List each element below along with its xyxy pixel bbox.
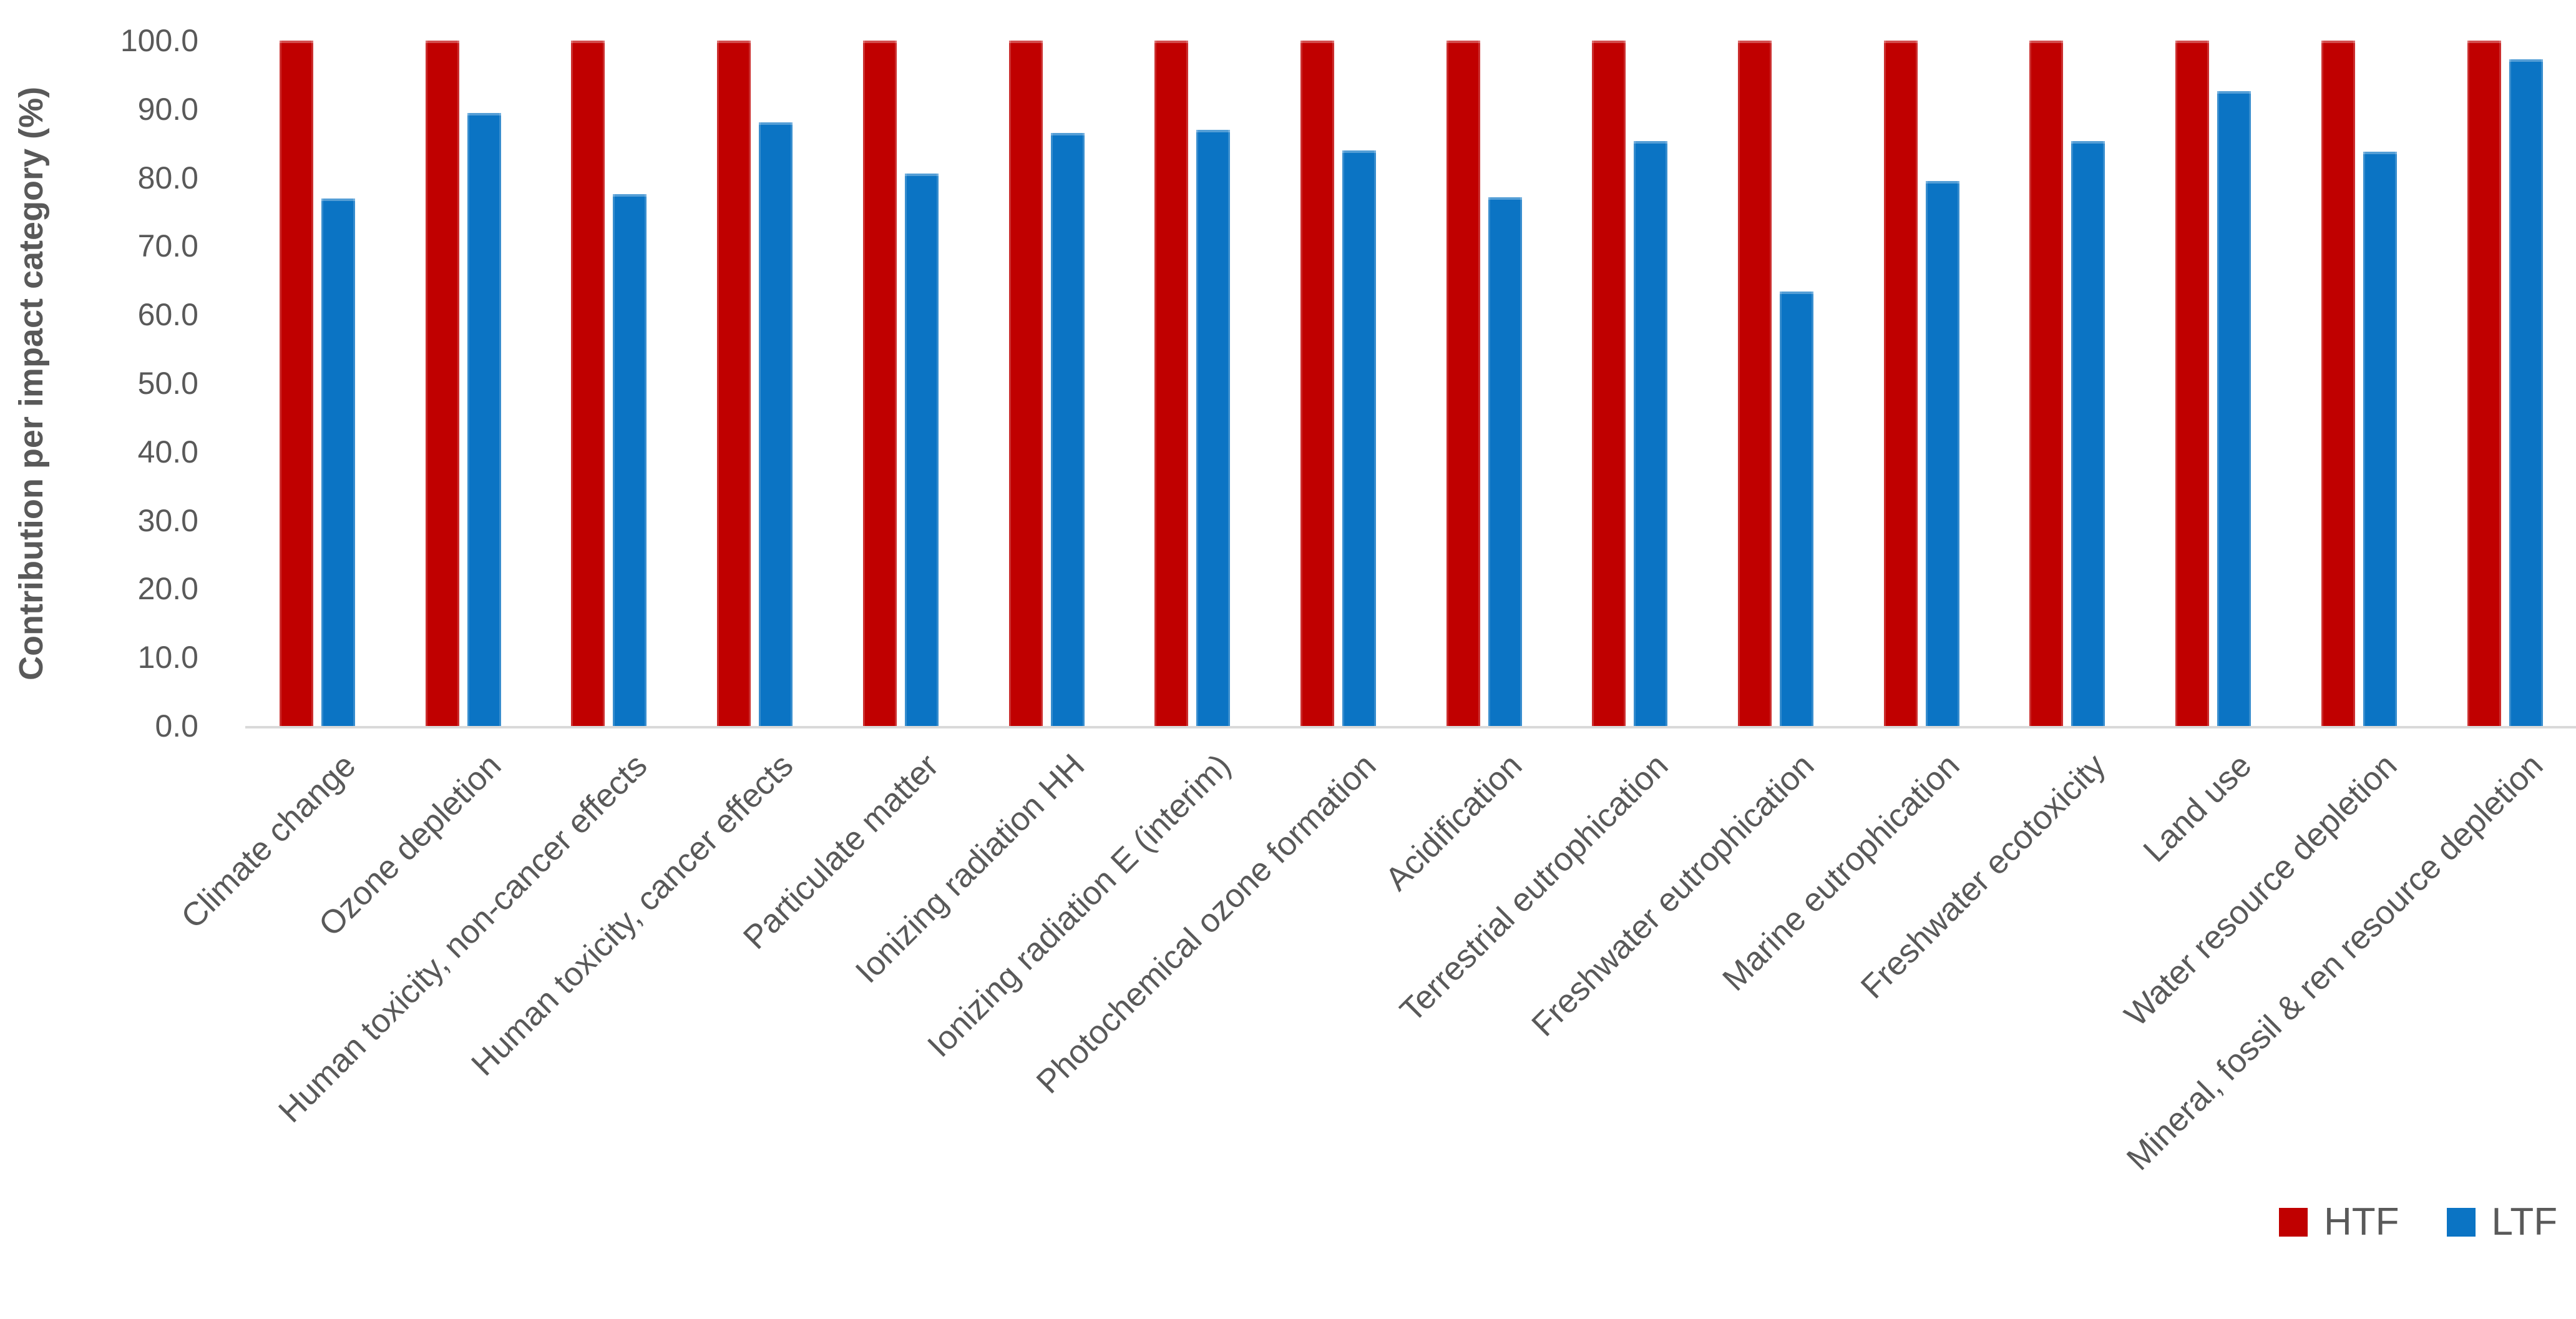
bar-htf-1 <box>280 41 313 726</box>
x-category-label: Freshwater eutrophication <box>1524 747 1821 1044</box>
bar-htf-2 <box>425 41 459 726</box>
bar-ltf-10 <box>1634 141 1668 726</box>
x-axis-line <box>245 726 2576 728</box>
bar-htf-12 <box>1883 41 1918 726</box>
bar-ltf-6 <box>1050 133 1085 726</box>
bar-ltf-14 <box>2217 91 2252 726</box>
bar-htf-16 <box>2467 41 2501 726</box>
y-tick-label: 20.0 <box>137 571 198 607</box>
bar-htf-6 <box>1008 41 1043 726</box>
x-category-label: Human toxicity, non-cancer effects <box>271 747 655 1130</box>
y-tick-label: 30.0 <box>137 503 198 538</box>
bar-ltf-3 <box>613 194 647 726</box>
y-tick-label: 100.0 <box>120 23 198 58</box>
y-tick-label: 60.0 <box>137 297 198 333</box>
bar-htf-11 <box>1738 41 1772 726</box>
bar-ltf-1 <box>321 198 355 726</box>
bar-htf-7 <box>1154 41 1189 726</box>
bar-htf-3 <box>571 41 605 726</box>
x-category-label: Photochemical ozone formation <box>1030 747 1383 1101</box>
bar-ltf-11 <box>1780 291 1813 726</box>
bar-htf-10 <box>1592 41 1626 726</box>
bar-ltf-8 <box>1342 150 1376 726</box>
ltf-color-swatch <box>2446 1207 2476 1237</box>
legend-item-ltf: LTF <box>2446 1200 2558 1244</box>
bar-ltf-2 <box>467 113 501 726</box>
bar-ltf-4 <box>759 122 793 726</box>
x-category-label: Ionizing radiation HH <box>848 747 1092 991</box>
bar-htf-5 <box>862 41 897 726</box>
legend-label-htf: HTF <box>2324 1200 2399 1243</box>
x-category-label: Freshwater ecotoxicity <box>1853 747 2113 1006</box>
legend-item-htf: HTF <box>2279 1200 2399 1244</box>
htf-color-swatch <box>2279 1207 2308 1237</box>
x-category-label: Ionizing radiation E (interim) <box>920 747 1238 1065</box>
bar-ltf-9 <box>1488 197 1522 726</box>
legend-label-ltf: LTF <box>2491 1200 2558 1243</box>
x-category-label: Acidification <box>1378 747 1530 898</box>
y-tick-label: 10.0 <box>137 640 198 675</box>
y-tick-label: 90.0 <box>137 91 198 127</box>
y-tick-label: 0.0 <box>155 709 198 743</box>
bar-ltf-16 <box>2509 59 2543 726</box>
bar-htf-15 <box>2321 41 2355 726</box>
bar-ltf-15 <box>2363 151 2397 726</box>
bar-htf-4 <box>717 41 751 726</box>
bar-htf-14 <box>2175 41 2210 726</box>
legend: HTF LTF <box>2279 1200 2557 1244</box>
y-tick-label: 70.0 <box>137 228 198 264</box>
bar-htf-13 <box>2029 41 2064 726</box>
bar-ltf-12 <box>1925 181 1959 726</box>
y-tick-label: 50.0 <box>137 366 198 401</box>
bar-ltf-5 <box>904 174 939 726</box>
x-category-label: Marine eutrophication <box>1715 747 1967 998</box>
bar-ltf-7 <box>1196 129 1231 726</box>
bar-htf-8 <box>1300 41 1334 726</box>
bar-ltf-13 <box>2071 141 2105 726</box>
y-tick-label: 80.0 <box>137 160 198 195</box>
x-category-label: Human toxicity, cancer effects <box>464 747 801 1083</box>
x-category-label: Terrestrial eutrophication <box>1393 747 1676 1029</box>
bar-htf-9 <box>1446 41 1480 726</box>
x-category-label: Land use <box>2136 747 2259 870</box>
x-category-label: Particulate matter <box>736 747 946 957</box>
y-tick-label: 40.0 <box>137 434 198 469</box>
